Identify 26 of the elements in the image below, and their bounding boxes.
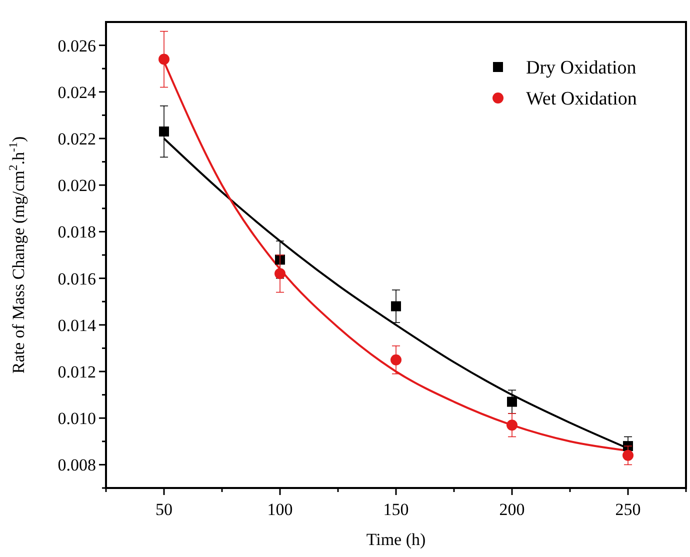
y-tick-label: 0.026: [58, 36, 96, 56]
point: [159, 126, 169, 137]
point: [506, 420, 518, 431]
x-tick-label: 250: [615, 500, 641, 519]
x-tick-label: 100: [267, 500, 293, 519]
y-tick-label: 0.010: [58, 409, 96, 428]
y-tick-label: 0.024: [58, 82, 96, 102]
point: [158, 54, 170, 65]
x-axis-title: Time (h): [366, 530, 426, 549]
y-tick-label: 0.018: [58, 222, 96, 242]
x-tick-label: 150: [383, 500, 409, 519]
point: [274, 268, 286, 280]
x-tick-label: 50: [156, 500, 172, 519]
y-tick-label: 0.022: [58, 129, 96, 148]
point: [622, 450, 634, 461]
y-tick-label: 0.016: [58, 269, 96, 288]
point: [391, 301, 401, 312]
legend-label: Wet Oxidation: [526, 88, 638, 110]
y-tick-label: 0.020: [58, 176, 96, 196]
y-tick-label: 0.008: [58, 456, 96, 475]
y-tick-label: 0.014: [58, 316, 96, 335]
y-tick-label: 0.012: [58, 362, 96, 382]
point: [390, 354, 402, 366]
legend-label: Dry Oxidation: [526, 58, 637, 79]
point: [507, 396, 517, 407]
x-tick-label: 200: [499, 500, 525, 519]
